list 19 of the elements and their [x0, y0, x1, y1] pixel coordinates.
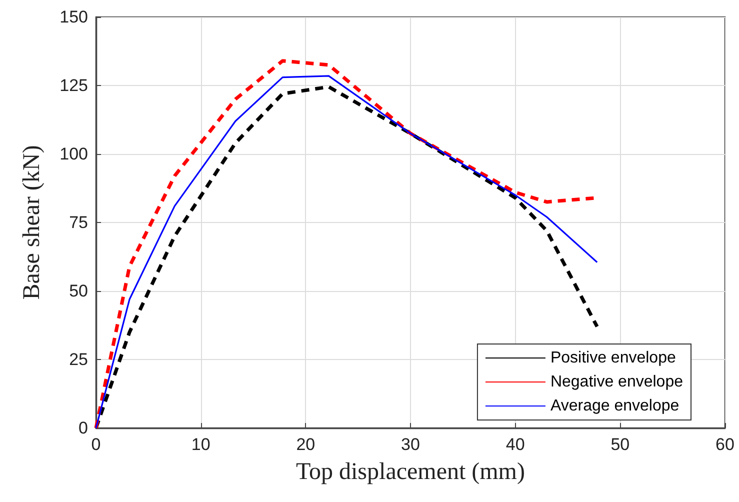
x-tick-label: 10	[191, 435, 210, 454]
x-tick-label: 0	[91, 435, 101, 454]
y-tick-label: 150	[60, 8, 88, 26]
legend-label: Negative envelope	[550, 374, 684, 390]
x-tick-label: 50	[610, 435, 630, 454]
y-tick-label: 50	[69, 282, 88, 300]
y-tick-label: 75	[69, 213, 88, 232]
y-tick-label: 0	[78, 418, 88, 438]
legend-label: Average envelope	[550, 398, 680, 414]
legend-label: Positive envelope	[550, 350, 676, 366]
x-tick-label: 20	[296, 435, 316, 454]
y-tick-label: 25	[69, 350, 88, 369]
x-tick-label: 30	[401, 435, 420, 454]
x-tick-label: 40	[506, 435, 525, 454]
x-tick-label: 60	[716, 435, 734, 454]
y-tick-label: 125	[60, 76, 88, 95]
y-tick-label: 100	[60, 144, 88, 164]
x-axis-title: Top displacement (mm)	[296, 459, 525, 485]
y-axis-title: Base shear (kN)	[19, 145, 45, 300]
